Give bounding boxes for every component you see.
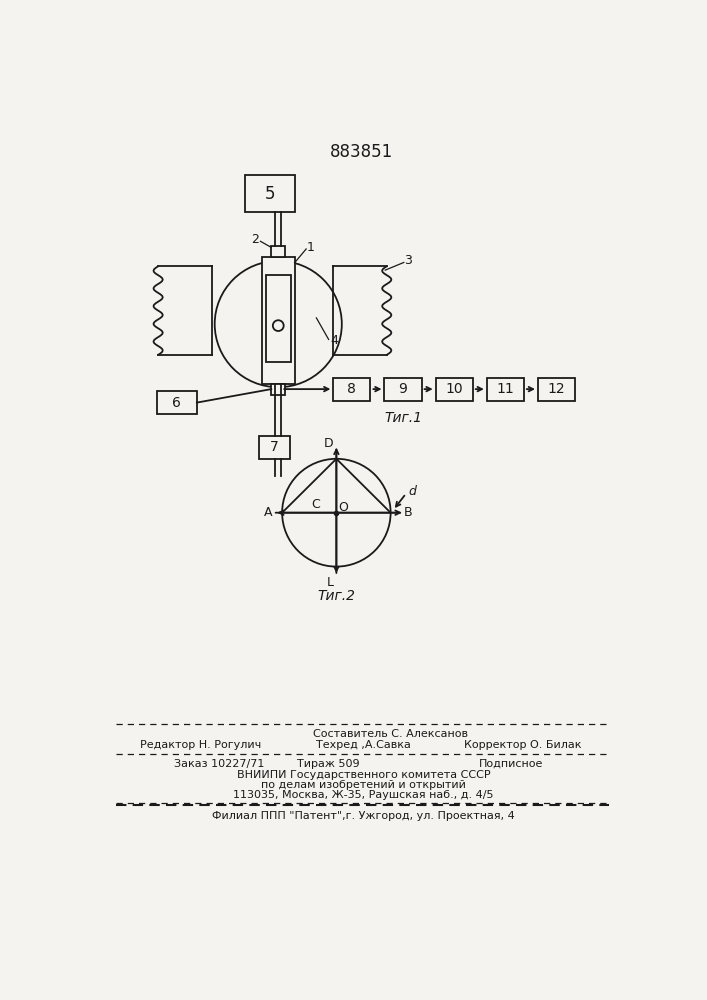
Text: 2: 2 <box>251 233 259 246</box>
Text: Корректор О. Билак: Корректор О. Билак <box>464 740 581 750</box>
Text: Подписное: Подписное <box>479 759 543 769</box>
Bar <box>156 391 197 414</box>
Text: 7: 7 <box>270 440 279 454</box>
Text: d: d <box>409 485 416 498</box>
Text: Заказ 10227/71: Заказ 10227/71 <box>174 759 264 769</box>
Bar <box>333 378 370 401</box>
Text: ВНИИПИ Государственного комитета СССР: ВНИИПИ Государственного комитета СССР <box>237 770 491 780</box>
Text: D: D <box>324 437 334 450</box>
Text: 6: 6 <box>173 396 181 410</box>
Bar <box>271 384 285 395</box>
Bar <box>436 378 473 401</box>
Text: Тираж 509: Тираж 509 <box>298 759 360 769</box>
Text: Составитель С. Алексанов: Составитель С. Алексанов <box>313 729 468 739</box>
Circle shape <box>273 320 284 331</box>
Text: Техред ,А.Савка: Техред ,А.Савка <box>316 740 411 750</box>
Text: C: C <box>311 498 320 512</box>
Bar <box>262 257 295 384</box>
Text: 1: 1 <box>307 241 315 254</box>
Text: 12: 12 <box>548 382 566 396</box>
Text: B: B <box>404 506 412 519</box>
Bar <box>271 246 285 257</box>
Text: Τиг.1: Τиг.1 <box>384 411 422 425</box>
Bar <box>245 175 295 212</box>
Bar <box>266 275 291 362</box>
Text: 11: 11 <box>496 382 514 396</box>
Text: A: A <box>264 506 272 519</box>
Text: 3: 3 <box>404 254 412 267</box>
Bar <box>486 378 524 401</box>
Text: по делам изобретений и открытий: по делам изобретений и открытий <box>261 780 466 790</box>
Bar <box>259 436 290 459</box>
Text: Τиг.2: Τиг.2 <box>317 589 356 603</box>
Text: 9: 9 <box>399 382 407 396</box>
Text: 10: 10 <box>445 382 463 396</box>
Bar <box>538 378 575 401</box>
Bar <box>385 378 421 401</box>
Text: L: L <box>327 576 334 588</box>
Text: 5: 5 <box>264 185 275 203</box>
Text: 8: 8 <box>347 382 356 396</box>
Text: 4: 4 <box>330 334 338 347</box>
Text: Редактор Н. Рогулич: Редактор Н. Рогулич <box>140 740 262 750</box>
Text: Филиал ППП "Патент",г. Ужгород, ул. Проектная, 4: Филиал ППП "Патент",г. Ужгород, ул. Прое… <box>212 811 515 821</box>
Text: O: O <box>339 501 349 514</box>
Text: 113035, Москва, Ж-35, Раушская наб., д. 4/5: 113035, Москва, Ж-35, Раушская наб., д. … <box>233 790 493 800</box>
Text: 883851: 883851 <box>330 143 394 161</box>
